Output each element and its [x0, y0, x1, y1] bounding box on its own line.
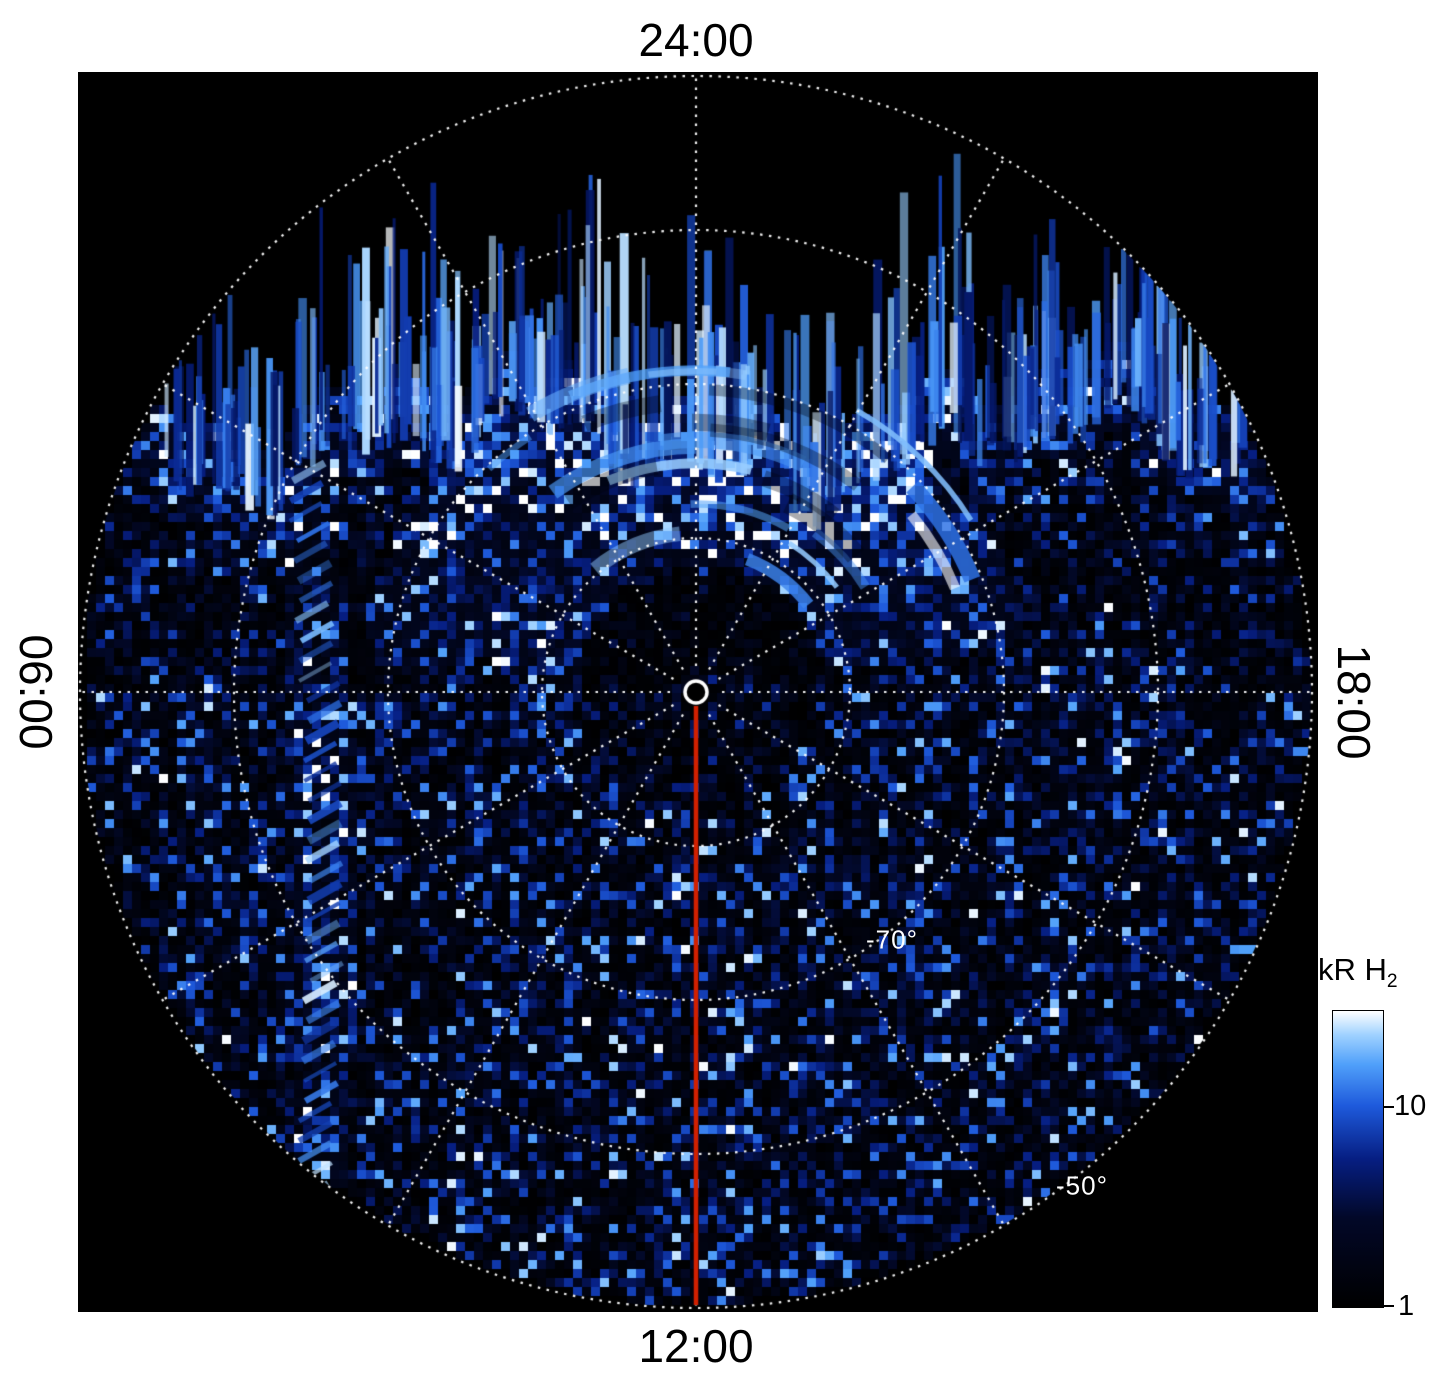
local-time-label-1200: 12:00 — [638, 1320, 754, 1372]
colorbar-tick-10 — [1384, 1106, 1394, 1108]
colorbar-title-sub: 2 — [1386, 971, 1398, 993]
colorbar-tick-label-10: 10 — [1394, 1090, 1427, 1122]
colorbar — [1332, 1010, 1394, 1308]
colorbar-tick-1 — [1384, 1305, 1394, 1307]
polar-plot-canvas — [78, 72, 1318, 1312]
colorbar-tick-label-1: 1 — [1398, 1290, 1415, 1322]
local-time-label-2400: 24:00 — [638, 14, 754, 66]
colorbar-title: kR H2 — [1318, 952, 1398, 993]
local-time-label-1800: 18:00 — [1328, 644, 1380, 760]
local-time-label-0600: 06:00 — [10, 634, 62, 750]
latitude-label-70: -70° — [866, 924, 918, 955]
latitude-label-50: -50° — [1056, 1170, 1108, 1201]
colorbar-title-main: kR H — [1318, 952, 1387, 987]
